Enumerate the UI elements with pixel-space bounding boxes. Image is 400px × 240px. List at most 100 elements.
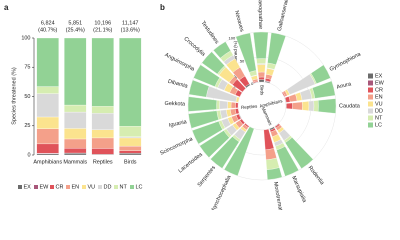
bar-segment <box>267 32 286 65</box>
bar-segment <box>64 111 87 129</box>
bar-segment <box>312 80 336 99</box>
bar-segment <box>265 148 277 161</box>
bar-segment <box>257 71 265 78</box>
y-tick-label: 100 <box>21 35 30 41</box>
order-label: Galloanserae <box>277 0 290 32</box>
total-label: 10,196 <box>94 20 111 26</box>
bar-segment <box>313 100 319 112</box>
y-tick-label: 0 <box>27 152 30 158</box>
order-label: Monotremata <box>272 181 284 210</box>
bar-segment <box>308 100 315 112</box>
order-label: Scincomorpha <box>159 136 194 157</box>
bar-segment <box>36 128 59 145</box>
bar-segment <box>227 101 232 109</box>
legend-swatch <box>368 115 373 121</box>
legend-swatch <box>368 101 373 107</box>
order-label: Rhynchocephalia <box>209 174 233 210</box>
bar-segment <box>119 145 142 151</box>
bar-segment <box>256 58 267 64</box>
legend-swatch <box>368 122 373 128</box>
x-tick-label: Mammals <box>63 159 87 165</box>
legend-swatch <box>368 87 373 93</box>
bar-segment <box>235 32 257 73</box>
legend-label: CR <box>56 185 64 191</box>
order-label: Lacertoidea <box>178 151 205 174</box>
legend-label: LC <box>375 122 382 128</box>
order-label: Serpentes <box>197 165 217 189</box>
bar-segment <box>64 153 87 156</box>
legend-swatch <box>18 185 22 189</box>
bar-segment <box>310 64 331 84</box>
bar-segment <box>119 126 142 137</box>
bar-segment <box>91 129 114 139</box>
legend-label: EN <box>72 185 80 191</box>
legend-label: EX <box>375 73 383 79</box>
bar-segment <box>36 93 59 118</box>
bar-segment <box>119 136 142 139</box>
legend-label: EW <box>40 185 50 191</box>
total-label: (25.4%) <box>66 27 85 33</box>
bar-segment <box>292 101 303 111</box>
y-tick-label: 50 <box>24 94 30 100</box>
order-label: Palaeognathae <box>257 0 264 29</box>
total-label: 6,824 <box>41 20 55 26</box>
total-label: (13.6%) <box>121 27 140 33</box>
x-tick-label: Reptiles <box>93 159 113 165</box>
group-label: Mammals <box>261 106 274 127</box>
bar-segment <box>119 37 142 127</box>
legend-swatch <box>34 185 38 189</box>
panel-label: b <box>160 3 165 12</box>
bar-segment <box>223 126 255 177</box>
total-label: (40.7%) <box>38 27 57 33</box>
total-label: 5,851 <box>68 20 82 26</box>
order-label: Anguimorpha <box>164 52 197 73</box>
bar-segment <box>258 76 265 80</box>
figure: a b Species threatened (%) 0 25 50 75 100 Amp… <box>4 0 385 210</box>
bar-segment <box>302 101 310 111</box>
bar-segment <box>36 116 59 129</box>
order-label: Caudata <box>339 103 361 109</box>
legend-swatch <box>114 185 118 189</box>
bar-segment <box>199 130 230 158</box>
legend-label: VU <box>375 101 383 107</box>
x-tick-label: Birds <box>124 159 137 165</box>
bar-segment <box>193 64 220 87</box>
order-label: Testudines <box>199 20 219 45</box>
order-label: Crocodylia <box>182 36 206 58</box>
group-label: Amphibians <box>259 98 284 109</box>
y-axis-label: Species threatened (%) <box>11 67 17 125</box>
legend-label: NT <box>375 115 383 121</box>
bar-segment <box>230 101 236 109</box>
bar-segment <box>91 37 114 107</box>
bar-segment <box>119 153 142 156</box>
bar-segment <box>235 102 239 109</box>
bar-segment <box>285 137 314 169</box>
r-tick-label: 100 <box>229 35 236 40</box>
order-label: Rodentia <box>307 165 326 187</box>
bar-segment <box>216 100 221 110</box>
bar-segment <box>201 51 225 75</box>
group-label: Birds <box>259 85 264 96</box>
legend-swatch <box>50 185 54 189</box>
bar-segment <box>119 150 142 154</box>
bar-segment <box>36 37 59 87</box>
legend-swatch <box>130 185 134 189</box>
r-tick-label: 0 <box>251 81 254 86</box>
panel-label: a <box>4 3 9 12</box>
bar-segment <box>318 98 337 114</box>
legend-swatch <box>368 108 373 114</box>
bar-segment <box>219 100 228 110</box>
legend-label: CR <box>375 87 383 93</box>
bar-segment <box>119 137 142 147</box>
order-label: Gymnophiona <box>329 51 363 73</box>
legend-swatch <box>368 80 373 86</box>
order-label: Anura <box>336 81 353 91</box>
legend-swatch <box>368 94 373 100</box>
bar-segment <box>36 153 59 156</box>
group-label: Reptiles <box>241 104 258 111</box>
bar-segment <box>64 37 87 106</box>
bar-segment <box>256 64 266 73</box>
bar-segment <box>64 148 87 154</box>
bar-segment <box>91 137 114 149</box>
legend-swatch <box>82 185 86 189</box>
